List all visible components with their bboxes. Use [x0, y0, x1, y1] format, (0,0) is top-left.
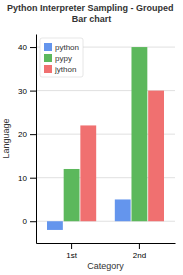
y-tick-label: 20	[18, 130, 27, 139]
y-tick-label: 0	[23, 217, 28, 226]
y-tick-mark	[30, 91, 36, 92]
x-tick-mark	[139, 243, 140, 249]
y-tick-mark	[30, 134, 36, 135]
legend: python pypy jython	[40, 38, 83, 77]
legend-item: python	[44, 43, 79, 52]
legend-swatch	[44, 43, 52, 51]
bar	[148, 91, 164, 222]
title-line: Bar chart	[72, 14, 112, 24]
y-axis: 0 10 20 30 40	[18, 35, 36, 244]
legend-item: pypy	[44, 54, 72, 63]
y-axis-line	[36, 35, 37, 244]
y-tick: 20	[18, 130, 36, 139]
legend-item: jython	[44, 65, 76, 74]
legend-swatch	[44, 54, 52, 62]
chart-container: Python Interpreter Sampling - Grouped Ba…	[0, 0, 183, 275]
bar	[115, 199, 131, 221]
y-tick-mark	[30, 221, 36, 222]
grid	[36, 47, 175, 221]
bar	[80, 125, 96, 221]
y-tick-mark	[30, 178, 36, 179]
y-tick-label: 30	[18, 87, 27, 96]
y-tick-label: 40	[18, 43, 27, 52]
bar	[131, 47, 147, 221]
y-tick-label: 10	[18, 174, 27, 183]
legend-label: jython	[54, 65, 76, 74]
legend-box	[40, 38, 83, 77]
legend-label: python	[55, 43, 79, 52]
y-tick: 0	[23, 217, 36, 226]
legend-label: pypy	[55, 54, 72, 63]
y-tick: 40	[18, 43, 36, 52]
bar	[47, 221, 63, 230]
legend-swatch	[44, 65, 52, 73]
x-axis-line	[37, 243, 176, 244]
x-tick-label: 1st	[66, 251, 77, 260]
chart-svg: Python Interpreter Sampling - Grouped Ba…	[0, 0, 183, 275]
x-axis-title: Category	[87, 261, 124, 271]
chart-title: Python Interpreter Sampling - Grouped Ba…	[7, 3, 176, 24]
x-tick: 1st	[66, 243, 77, 260]
bar	[64, 169, 80, 221]
y-tick: 10	[18, 174, 36, 183]
x-tick: 2nd	[133, 243, 146, 260]
bar-series	[80, 91, 164, 222]
plot-area: 0 10 20 30 40 1st 2nd python pypy jython	[18, 35, 175, 260]
title-line: Python Interpreter Sampling - Grouped	[7, 3, 176, 13]
y-axis-title: Language	[1, 118, 11, 158]
y-tick-mark	[30, 47, 36, 48]
x-tick-mark	[71, 243, 72, 249]
x-axis: 1st 2nd	[37, 243, 176, 260]
y-tick: 30	[18, 87, 36, 96]
x-tick-label: 2nd	[133, 251, 146, 260]
